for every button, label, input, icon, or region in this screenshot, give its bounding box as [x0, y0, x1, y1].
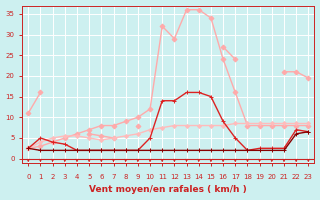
- X-axis label: Vent moyen/en rafales ( km/h ): Vent moyen/en rafales ( km/h ): [90, 185, 247, 194]
